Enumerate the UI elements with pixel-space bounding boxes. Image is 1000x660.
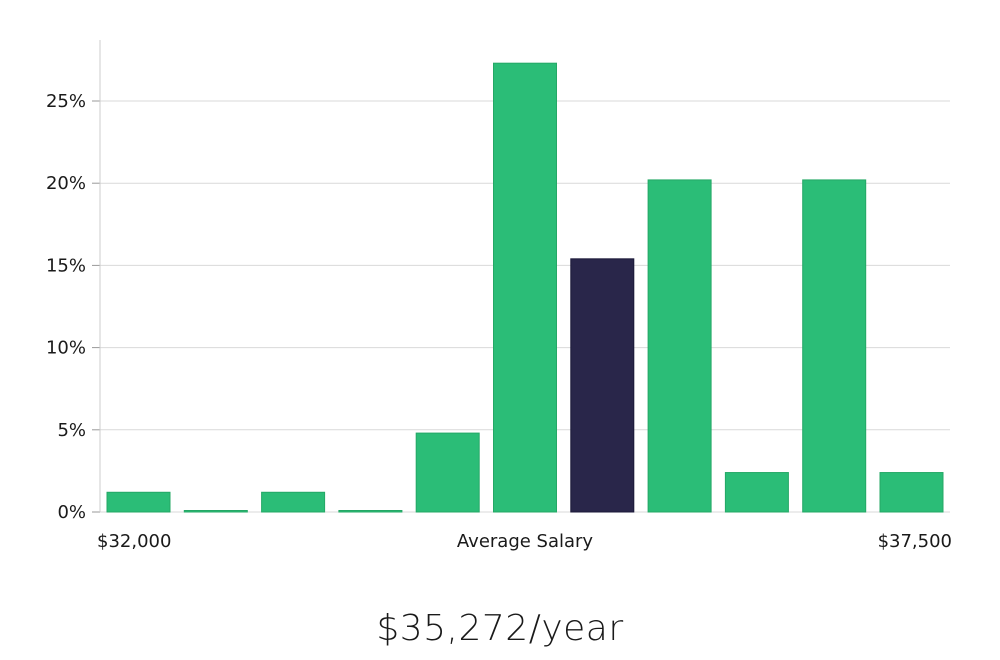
- y-tick-label: 5%: [57, 420, 86, 441]
- y-tick-label: 20%: [46, 173, 86, 194]
- x-axis-title: Average Salary: [457, 531, 594, 552]
- y-tick-label: 25%: [46, 91, 86, 112]
- bar-highlighted: [570, 258, 635, 513]
- bar: [183, 510, 248, 513]
- y-tick-label: 10%: [46, 338, 86, 359]
- x-axis-max-label: $37,500: [878, 531, 952, 552]
- average-salary-headline: $35,272/year: [376, 608, 624, 649]
- bar: [106, 491, 171, 513]
- bar: [879, 472, 944, 513]
- y-tick-label: 15%: [46, 255, 86, 276]
- bar: [261, 491, 326, 513]
- salary-distribution-chart: 0%5%10%15%20%25% $32,000 Average Salary …: [46, 40, 952, 552]
- x-axis-min-label: $32,000: [97, 531, 171, 552]
- y-tick-label: 0%: [57, 502, 86, 523]
- bars: [106, 62, 944, 513]
- bar: [493, 62, 557, 513]
- y-axis-ticks: 0% 5% 10% 15% 20% 25%: [46, 91, 100, 523]
- bar: [647, 179, 712, 513]
- bar: [724, 472, 789, 513]
- bar: [415, 432, 480, 513]
- bar: [338, 510, 403, 513]
- bar: [802, 179, 867, 513]
